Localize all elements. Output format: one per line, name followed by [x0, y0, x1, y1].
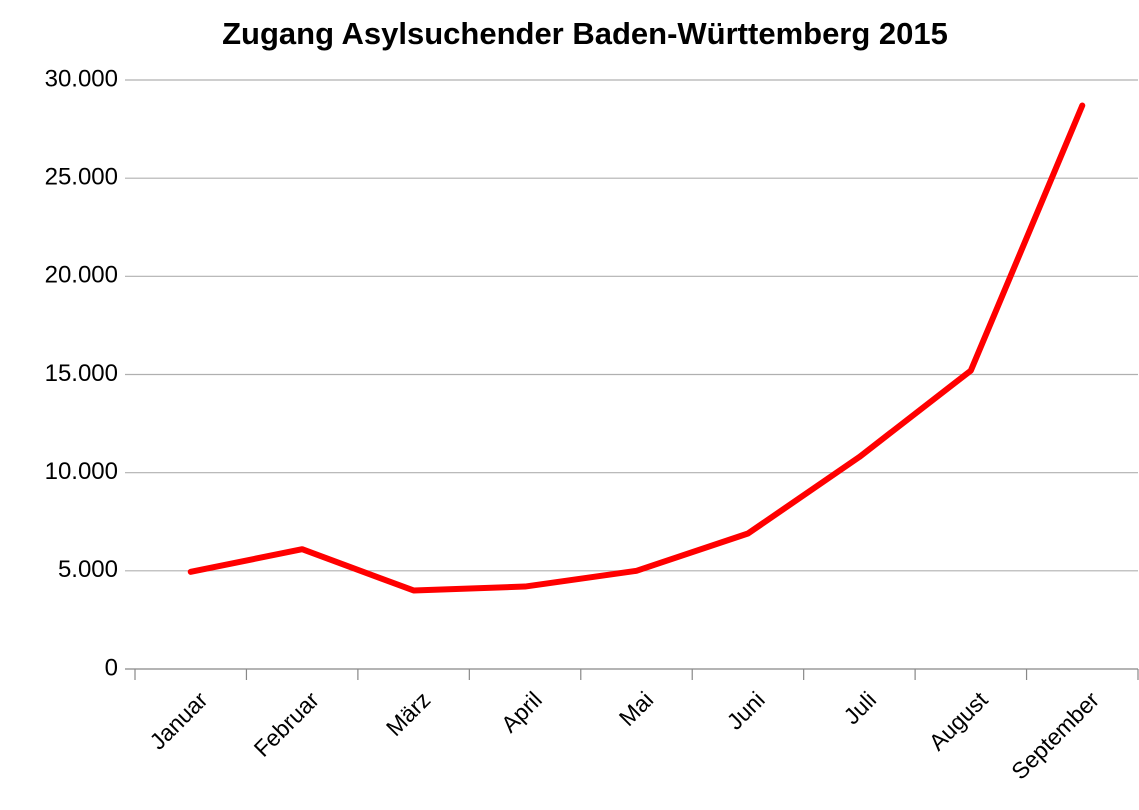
x-tick-label: Mai: [614, 686, 659, 731]
line-series: [187, 102, 1086, 594]
x-tick-label: Januar: [144, 686, 212, 754]
y-tick-label: 30.000: [45, 65, 118, 92]
y-tick-label: 15.000: [45, 360, 118, 387]
chart-title: Zugang Asylsuchender Baden-Württemberg 2…: [222, 16, 948, 51]
x-tick-label: September: [1006, 686, 1104, 784]
x-tick-label: August: [924, 686, 993, 755]
y-tick-label: 20.000: [45, 262, 118, 289]
x-tick-label: Februar: [249, 686, 325, 762]
x-tick-label: April: [496, 686, 547, 737]
x-tick-label: März: [381, 686, 436, 741]
y-tick-label: 0: [105, 654, 118, 681]
y-tick-label: 10.000: [45, 458, 118, 485]
x-tick-label: Juli: [838, 686, 881, 729]
y-tick-label: 5.000: [58, 556, 118, 583]
y-tick-label: 25.000: [45, 164, 118, 191]
x-tick-label: Juni: [722, 686, 770, 734]
